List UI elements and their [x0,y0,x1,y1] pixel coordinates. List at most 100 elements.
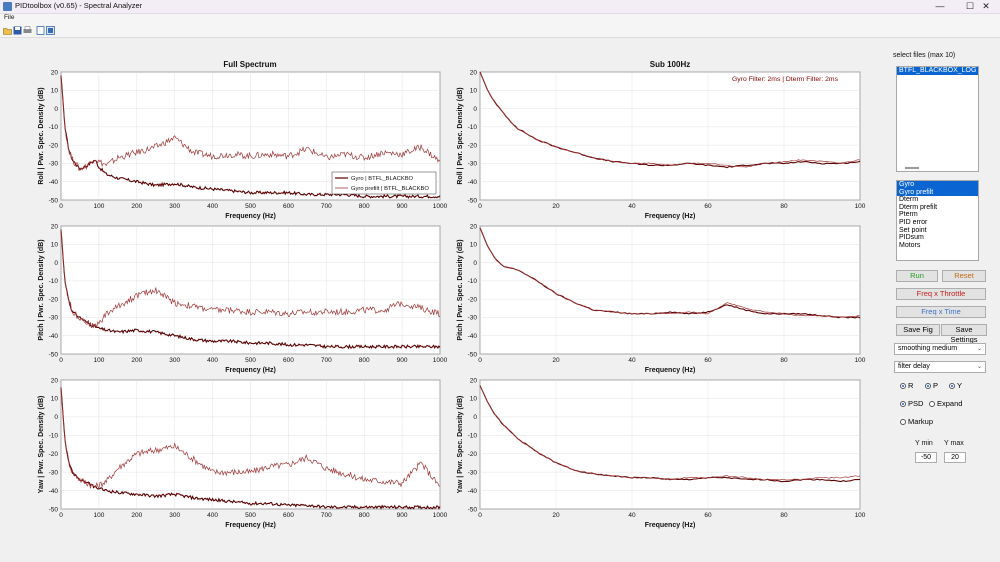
x-tick-label: 700 [321,203,332,210]
y-axis-label: Yaw | Pwr. Spec. Density (dB) [38,396,45,494]
legend-entry: Gyro prefilt | BTFL_BLACKBO [351,186,429,192]
minimize-button[interactable]: — [935,1,945,11]
x-tick-label: 200 [131,512,142,519]
plot-area: Full Spectrum Sub 100Hz 0 100 200 300 400 500… [0,38,870,562]
series-line [60,229,441,350]
radio-expand[interactable]: Expand [929,399,962,408]
menu-bar: File [0,14,1000,24]
y-tick-label: 20 [51,223,59,230]
save-fig-button[interactable]: Save Fig [896,324,940,336]
smoothing-dropdown[interactable]: smoothing medium ⌄ [894,343,986,355]
y-tick-label: 0 [54,106,58,113]
y-tick-label: -40 [468,179,478,186]
radio-roll[interactable]: R [900,381,913,390]
y-tick-label: -50 [49,351,59,358]
y-tick-label: -30 [49,469,59,476]
y-tick-label: 10 [51,88,59,95]
x-tick-label: 0 [59,512,63,519]
file-listbox[interactable]: BTFL_BLACKBOX_LOG [896,66,979,172]
signal-list-item[interactable]: Pterm [899,211,918,219]
x-tick-label: 300 [169,357,180,364]
x-tick-label: 800 [359,357,370,364]
x-tick-label: 300 [169,203,180,210]
y-tick-label: -30 [49,161,59,168]
run-button[interactable]: Run [896,270,938,282]
radio-pitch[interactable]: P [925,381,938,390]
radio-psd[interactable]: PSD [900,399,923,408]
y-tick-label: -10 [49,433,59,440]
y-tick-label: 0 [54,260,58,267]
y-tick-label: 20 [470,377,478,384]
radio-yaw[interactable]: Y [949,381,962,390]
x-tick-label: 0 [59,203,63,210]
freq-throttle-button[interactable]: Freq x Throttle [896,288,986,300]
y-tick-label: -10 [49,278,59,285]
save-icon[interactable] [13,26,22,35]
signal-list-item[interactable]: Set point [899,226,927,234]
signal-list-item[interactable]: PID error [899,218,928,226]
x-tick-label: 100 [855,512,866,519]
radio-markup[interactable]: Markup [900,417,933,426]
ymax-input[interactable]: 20 [944,452,966,463]
signal-list-item[interactable]: Gyro prefilt [897,188,978,197]
maximize-button[interactable]: ☐ [965,1,975,11]
list-scrollbar[interactable] [905,167,919,169]
y-tick-label: -30 [468,161,478,168]
x-tick-label: 900 [397,512,408,519]
x-tick-label: 200 [131,203,142,210]
close-button[interactable]: ✕ [982,1,990,11]
freq-time-button[interactable]: Freq x Time [896,306,986,318]
link-plot-icon[interactable] [36,26,45,35]
smoothing-value: smoothing medium [898,345,958,352]
y-tick-label: -10 [468,278,478,285]
x-axis-label: Frequency (Hz) [645,367,696,374]
menu-file[interactable]: File [4,14,15,21]
y-tick-label: 20 [470,69,478,76]
print-icon[interactable] [23,26,32,35]
chevron-down-icon: ⌄ [976,364,982,370]
signal-list-item[interactable]: PIDsum [899,234,924,242]
y-tick-label: -20 [468,451,478,458]
ymin-label: Y min [915,440,933,447]
signal-listbox[interactable]: Gyro Gyro prefilt Dterm Dterm prefilt Pterm P… [896,180,979,261]
x-tick-label: 1000 [433,203,448,210]
legend [331,171,437,195]
x-tick-label: 900 [397,203,408,210]
ymin-input[interactable]: -50 [915,452,937,463]
x-tick-label: 100 [855,203,866,210]
x-tick-label: 60 [704,512,712,519]
x-tick-label: 1000 [433,512,448,519]
x-tick-label: 100 [855,357,866,364]
signal-list-item[interactable]: Motors [899,241,921,249]
x-tick-label: 600 [283,512,294,519]
delay-dropdown[interactable]: filter delay ⌄ [894,361,986,373]
x-tick-label: 20 [552,203,560,210]
title-bar: PIDtoolbox (v0.65) - Spectral Analyzer —… [0,0,1000,14]
x-tick-label: 0 [478,357,482,364]
reset-button[interactable]: Reset [942,270,986,282]
x-tick-label: 0 [59,357,63,364]
y-tick-label: -30 [49,315,59,322]
x-tick-label: 600 [283,357,294,364]
series-line [479,71,861,168]
file-list-item[interactable]: BTFL_BLACKBOX_LOG [897,67,978,75]
y-axis-label: Pitch | Pwr. Spec. Density (dB) [38,239,45,340]
save-settings-button[interactable]: Save Settings [941,324,987,344]
x-tick-label: 60 [704,203,712,210]
y-tick-label: -40 [49,333,59,340]
x-tick-label: 40 [628,357,636,364]
sub-100hz-title: Sub 100Hz [650,60,690,69]
y-tick-label: -10 [468,433,478,440]
signal-list-item[interactable]: Gyro [897,181,978,189]
y-tick-label: -50 [468,351,478,358]
signal-list-item[interactable]: Dterm [899,196,919,204]
y-tick-label: -10 [468,124,478,131]
y-tick-label: -40 [49,488,59,495]
y-tick-label: -50 [468,506,478,513]
signal-list-item[interactable]: Dterm prefilt [899,203,938,211]
x-tick-label: 20 [552,357,560,364]
y-tick-label: -20 [468,296,478,303]
dock-icon[interactable] [46,26,55,35]
open-icon[interactable] [3,26,12,35]
series-line [60,75,441,199]
